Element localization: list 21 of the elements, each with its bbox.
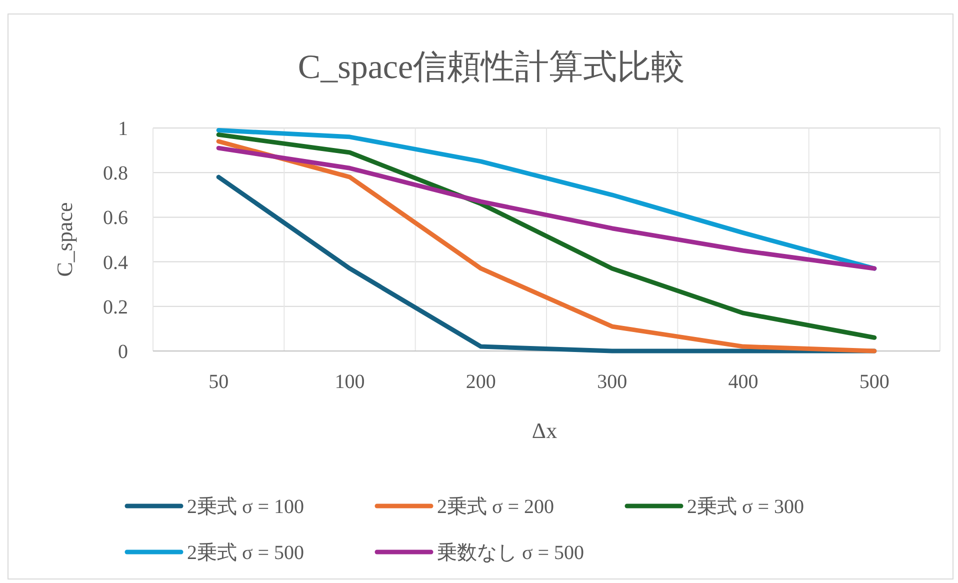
legend-label: 2乗式 σ = 200 [437, 496, 554, 518]
legend-label: 2乗式 σ = 100 [187, 496, 304, 518]
x-tick-label: 400 [728, 371, 758, 393]
y-tick-label: 0.6 [103, 207, 128, 230]
y-tick-label: 0.4 [103, 252, 128, 274]
x-tick-label: 100 [334, 371, 365, 393]
x-axis-title: Δx [532, 418, 558, 443]
y-tick-label: 0.2 [103, 296, 128, 318]
line-series [216, 174, 877, 354]
x-tick-label: 200 [466, 371, 496, 393]
y-tick-label: 1 [118, 118, 128, 140]
x-tick-label: 300 [597, 371, 628, 393]
chart-title: C_space信頼性計算式比較 [298, 49, 686, 86]
y-tick-label: 0 [118, 341, 128, 363]
legend-label: 乗数なし σ = 500 [437, 542, 584, 564]
y-tick-label: 0.8 [103, 162, 128, 185]
legend-label: 2乗式 σ = 300 [687, 496, 804, 518]
x-tick-label: 50 [208, 371, 229, 393]
y-axis-title: C_space [52, 202, 77, 277]
x-tick-label: 500 [859, 371, 890, 393]
legend-label: 2乗式 σ = 500 [187, 542, 304, 564]
